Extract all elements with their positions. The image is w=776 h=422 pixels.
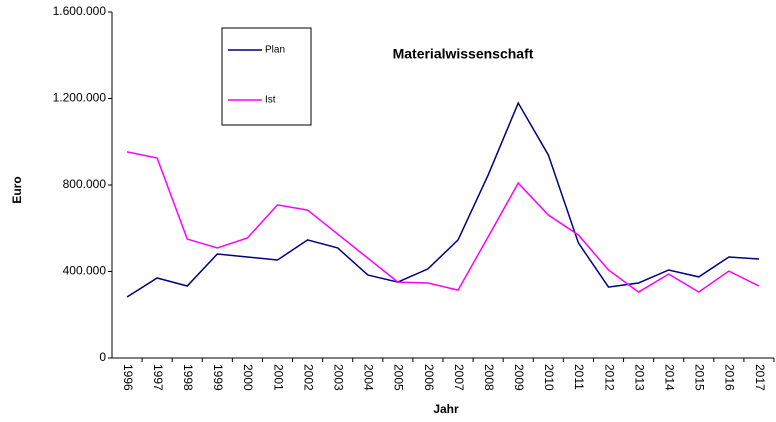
series-line xyxy=(126,101,760,298)
y-tick-label: 1.600.000 xyxy=(53,4,107,18)
y-tick-label: 0 xyxy=(99,350,106,364)
x-tick-label: 2010 xyxy=(542,364,556,391)
x-tick-label: 2000 xyxy=(241,364,255,391)
x-tick-label: 2015 xyxy=(693,364,707,391)
x-tick-label: 1996 xyxy=(121,364,135,391)
x-tick-label: 2005 xyxy=(392,364,406,391)
y-tick-label: 400.000 xyxy=(63,264,107,278)
x-tick-label: 2004 xyxy=(362,364,376,391)
x-tick-label: 2012 xyxy=(602,364,616,391)
series-line xyxy=(126,151,760,293)
y-axis-label: Euro xyxy=(10,176,24,203)
x-tick-label: 2013 xyxy=(632,364,646,391)
legend-box xyxy=(221,27,312,126)
x-tick-label: 2014 xyxy=(663,364,677,391)
x-tick-label: 2011 xyxy=(572,364,586,390)
chart-title: Materialwissenschaft xyxy=(393,46,534,62)
x-tick-label: 2002 xyxy=(301,364,315,391)
x-axis-label: Jahr xyxy=(433,402,459,416)
x-tick-label: 2007 xyxy=(452,364,466,391)
x-tick-label: 2006 xyxy=(422,364,436,391)
x-tick-label: 1998 xyxy=(181,364,195,391)
x-tick-label: 2001 xyxy=(271,364,285,391)
x-tick-label: 2009 xyxy=(512,364,526,391)
x-tick-label: 1997 xyxy=(151,364,165,391)
x-tick-label: 2017 xyxy=(753,364,767,391)
x-tick-label: 2003 xyxy=(332,364,346,391)
y-tick-label: 800.000 xyxy=(63,177,107,191)
x-tick-label: 2008 xyxy=(482,364,496,391)
legend-label: Ist xyxy=(265,95,276,106)
x-tick-label: 1999 xyxy=(211,364,225,391)
x-tick-label: 2016 xyxy=(723,364,737,391)
legend-label: Plan xyxy=(265,45,285,56)
y-tick-label: 1.200.000 xyxy=(53,91,107,105)
